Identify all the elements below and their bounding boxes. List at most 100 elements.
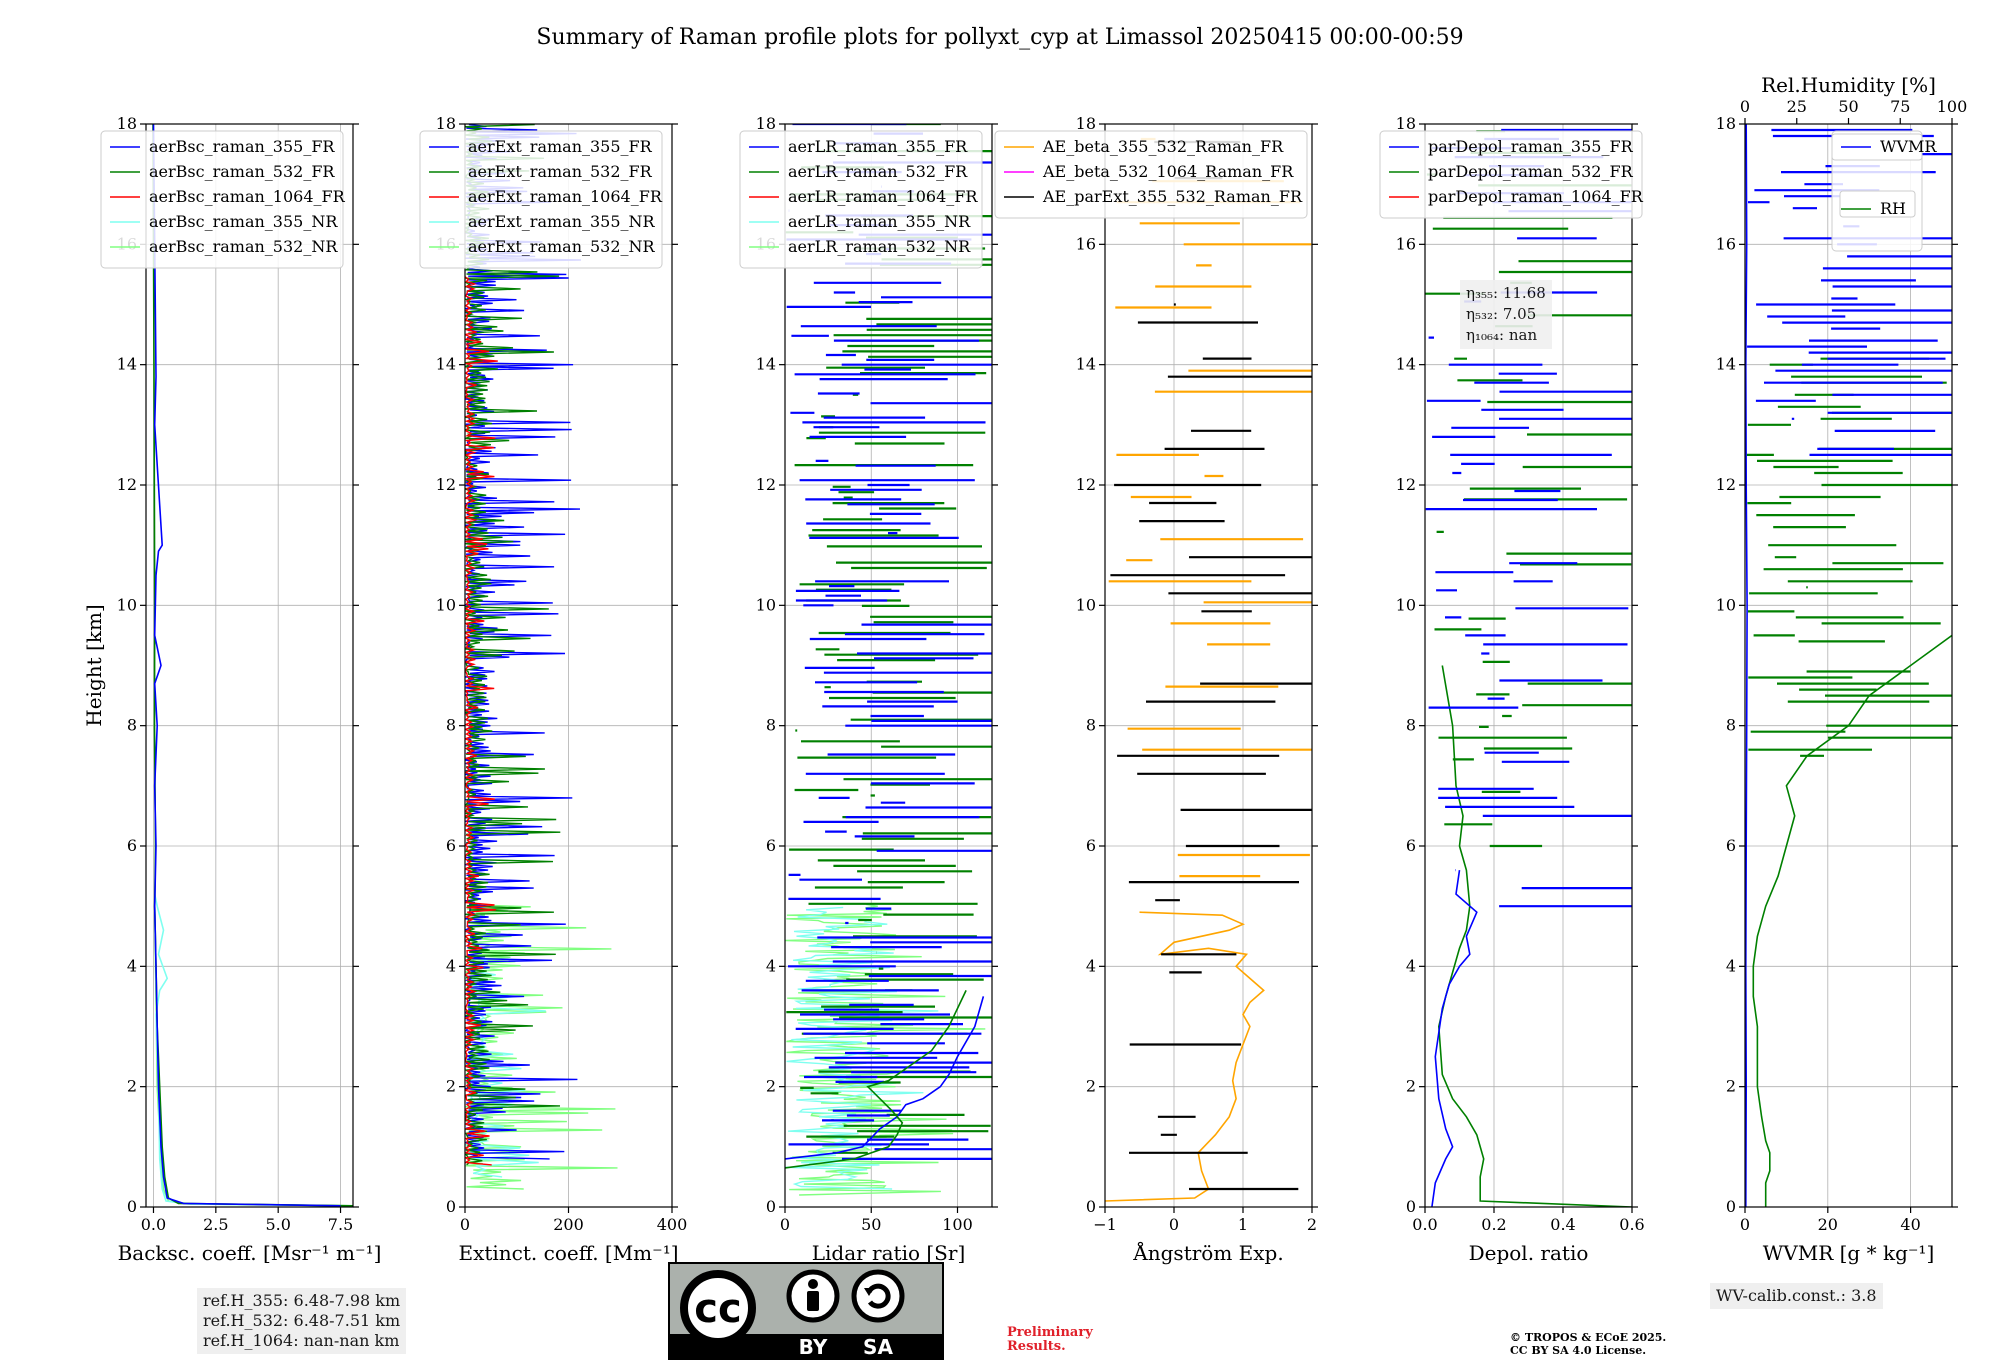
y-tick-label: 0 bbox=[446, 1197, 456, 1216]
panel-3: 050100024681012141618Lidar ratio [Sr]aer… bbox=[739, 114, 998, 1265]
y-tick-label: 10 bbox=[1076, 595, 1096, 614]
legend-label: aerExt_raman_532_FR bbox=[468, 162, 653, 181]
legend-label: aerExt_raman_355_NR bbox=[468, 212, 656, 231]
y-tick-label: 12 bbox=[436, 475, 456, 494]
legend-label: parDepol_raman_355_FR bbox=[1428, 137, 1634, 156]
y-tick-label: 18 bbox=[1396, 114, 1416, 133]
legend-sub-box bbox=[1839, 190, 1916, 218]
series-line-WVMR bbox=[1745, 124, 1748, 1207]
x-axis-label: Lidar ratio [Sr] bbox=[812, 1241, 966, 1265]
series-line-parDepol_raman_355_FR_lines bbox=[1425, 128, 1632, 908]
y-tick-label: 8 bbox=[1406, 716, 1416, 735]
x-tick-label: 40 bbox=[1900, 1215, 1920, 1234]
y-tick-label: 12 bbox=[1396, 475, 1416, 494]
y-tick-label: 6 bbox=[127, 836, 137, 855]
legend-label: aerLR_raman_1064_FR bbox=[788, 187, 978, 206]
top-x-tick-label: 75 bbox=[1890, 97, 1910, 116]
x-axis-label: WVMR [g * kg⁻¹] bbox=[1763, 1241, 1935, 1265]
copyright-note: © TROPOS & ECoE 2025. CC BY SA 4.0 Licen… bbox=[1510, 1331, 1666, 1357]
y-tick-label: 14 bbox=[1716, 355, 1736, 374]
x-tick-label: 0.4 bbox=[1550, 1215, 1575, 1234]
series-group bbox=[465, 124, 618, 1190]
series-line-aerBsc_raman_532_NR bbox=[153, 906, 353, 1207]
series-group bbox=[152, 124, 353, 1207]
legend-label: aerLR_raman_532_NR bbox=[788, 237, 971, 256]
x-tick-label: −1 bbox=[1093, 1215, 1117, 1234]
y-tick-label: 18 bbox=[117, 114, 137, 133]
series-line-aerLR_raman_532_NR bbox=[785, 903, 986, 1196]
y-tick-label: 10 bbox=[436, 595, 456, 614]
y-tick-label: 16 bbox=[1076, 234, 1096, 253]
series-group bbox=[1745, 124, 1952, 1207]
x-axis-label: Backsc. coeff. [Msr⁻¹ m⁻¹] bbox=[118, 1241, 382, 1265]
sa-arrow-icon bbox=[851, 1269, 905, 1323]
eta-box: η₃₅₅: 11.68 η₅₃₂: 7.05 η₁₀₆₄: nan bbox=[1460, 280, 1552, 349]
y-tick-label: 4 bbox=[1726, 956, 1736, 975]
y-tick-label: 12 bbox=[117, 475, 137, 494]
x-tick-label: 0 bbox=[460, 1215, 470, 1234]
legend-label: WVMR bbox=[1880, 137, 1937, 156]
y-tick-label: 18 bbox=[1716, 114, 1736, 133]
cc-by-label: BY bbox=[799, 1335, 828, 1359]
top-x-axis-label: Rel.Humidity [%] bbox=[1761, 73, 1936, 97]
cc-sa-label: SA bbox=[863, 1335, 893, 1359]
legend-label: AE_parExt_355_532_Raman_FR bbox=[1042, 187, 1303, 206]
y-tick-label: 4 bbox=[127, 956, 137, 975]
y-tick-label: 10 bbox=[1716, 595, 1736, 614]
copyright-line-2: CC BY SA 4.0 License. bbox=[1510, 1344, 1647, 1357]
legend: aerExt_raman_355_FR aerExt_raman_532_FRae… bbox=[419, 130, 663, 269]
legend-box bbox=[419, 130, 663, 269]
x-tick-label: 100 bbox=[942, 1215, 973, 1234]
y-tick-label: 2 bbox=[1406, 1077, 1416, 1096]
y-tick-label: 10 bbox=[117, 595, 137, 614]
x-tick-label: 0.0 bbox=[1412, 1215, 1437, 1234]
series-line-aerExt_raman_1064_FR bbox=[465, 276, 498, 1166]
eta-1064: η₁₀₆₄: nan bbox=[1466, 326, 1538, 344]
ref-height-532: ref.H_532: 6.48-7.51 km bbox=[203, 1311, 401, 1330]
y-tick-label: 6 bbox=[766, 836, 776, 855]
y-tick-label: 0 bbox=[1726, 1197, 1736, 1216]
legend-label: aerExt_raman_532_NR bbox=[468, 237, 656, 256]
y-tick-label: 8 bbox=[446, 716, 456, 735]
axes-frame bbox=[1424, 123, 1633, 1208]
legend-label: aerLR_raman_355_FR bbox=[788, 137, 968, 156]
preliminary-results-note: Preliminary Results. bbox=[1007, 1326, 1093, 1354]
y-tick-label: 4 bbox=[1406, 956, 1416, 975]
cc-by-sa-logo: cc BY SA bbox=[668, 1262, 944, 1360]
panel-1: 0.02.55.07.5024681012141618Backsc. coeff… bbox=[82, 114, 381, 1265]
top-x-tick-label: 50 bbox=[1838, 97, 1858, 116]
ref-height-1064: ref.H_1064: nan-nan km bbox=[203, 1331, 400, 1350]
y-tick-label: 12 bbox=[1076, 475, 1096, 494]
legend-label: aerBsc_raman_355_FR bbox=[149, 137, 335, 156]
y-tick-label: 8 bbox=[766, 716, 776, 735]
legend-label: RH bbox=[1880, 199, 1906, 218]
y-tick-label: 8 bbox=[1086, 716, 1096, 735]
series-line-aerBsc_raman_355_NR bbox=[153, 893, 349, 1207]
preliminary-line-1: Preliminary bbox=[1007, 1325, 1093, 1340]
legend: WVMR RH bbox=[1831, 130, 1937, 252]
y-tick-label: 10 bbox=[1396, 595, 1416, 614]
x-tick-label: 0 bbox=[780, 1215, 790, 1234]
series-line-aerLR_raman_355_NR bbox=[785, 906, 939, 1190]
y-tick-label: 18 bbox=[756, 114, 776, 133]
y-tick-label: 16 bbox=[1396, 234, 1416, 253]
y-tick-label: 6 bbox=[1406, 836, 1416, 855]
top-x-tick-label: 25 bbox=[1787, 97, 1807, 116]
series-line-parDepol_raman_355_FR bbox=[1431, 869, 1478, 1207]
series-group bbox=[1105, 137, 1312, 1202]
legend-label: aerExt_raman_355_FR bbox=[468, 137, 653, 156]
x-tick-label: 2.5 bbox=[203, 1215, 228, 1234]
y-tick-label: 6 bbox=[446, 836, 456, 855]
legend: aerBsc_raman_355_FR aerBsc_raman_532_FRae… bbox=[100, 130, 346, 269]
y-tick-label: 2 bbox=[446, 1077, 456, 1096]
y-tick-label: 2 bbox=[766, 1077, 776, 1096]
x-tick-label: 5.0 bbox=[265, 1215, 290, 1234]
series-line-aerBsc_raman_355_FR bbox=[152, 124, 341, 1207]
legend-sub-box bbox=[1831, 133, 1923, 161]
y-tick-label: 12 bbox=[1716, 475, 1736, 494]
x-tick-label: 0 bbox=[1740, 1215, 1750, 1234]
y-axis-label: Height [km] bbox=[82, 604, 106, 726]
series-line-aerLR_raman_355_FR_profile bbox=[785, 996, 985, 1160]
series-line-aerExt_raman_532_FR bbox=[465, 124, 561, 1166]
x-tick-label: 1 bbox=[1238, 1215, 1248, 1234]
